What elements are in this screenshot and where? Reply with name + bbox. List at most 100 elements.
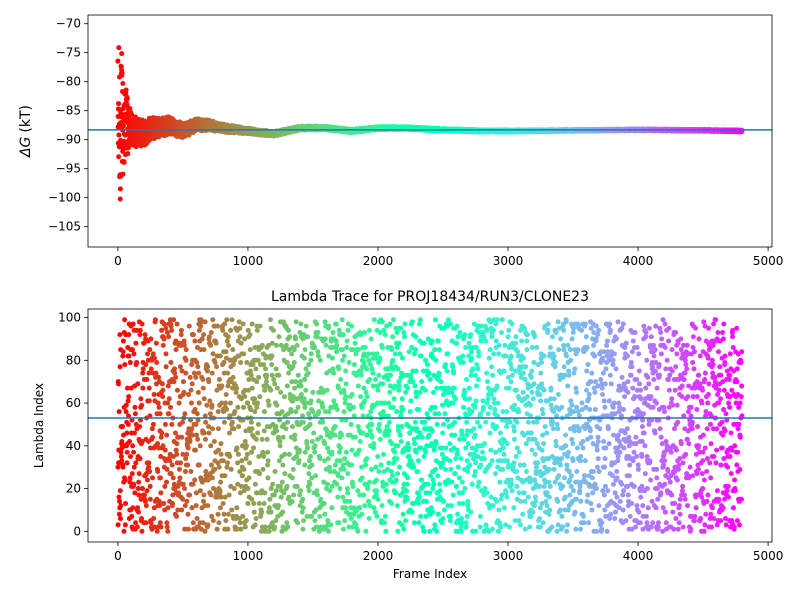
data-point (144, 503, 149, 508)
data-point (140, 386, 145, 391)
data-point (144, 377, 149, 382)
data-point (134, 360, 139, 365)
data-point (140, 486, 145, 491)
x-tick-label: 3000 (493, 254, 524, 268)
data-point (136, 510, 141, 515)
x-tick-label: 1000 (233, 254, 264, 268)
data-point (129, 514, 134, 519)
data-point (126, 332, 131, 337)
data-point (135, 525, 140, 530)
data-point (139, 529, 144, 534)
data-point (138, 328, 143, 333)
data-point (145, 488, 150, 493)
data-point (131, 321, 136, 326)
data-point (117, 409, 122, 414)
x-tick-label: 4000 (623, 254, 654, 268)
data-point (130, 443, 135, 448)
data-point (141, 366, 146, 371)
data-point (119, 439, 124, 444)
data-point (123, 501, 128, 506)
data-point (142, 492, 147, 497)
data-point (117, 332, 122, 337)
data-point (137, 471, 142, 476)
data-point (118, 488, 123, 493)
data-point (132, 430, 137, 435)
data-point (115, 59, 120, 64)
y-tick-label: −105 (48, 220, 81, 234)
data-point (139, 516, 144, 521)
data-point (130, 471, 135, 476)
data-point (140, 321, 145, 326)
data-point (117, 499, 122, 504)
data-point (120, 172, 125, 177)
data-point (138, 456, 143, 461)
data-point (137, 424, 142, 429)
data-point (120, 424, 125, 429)
data-point (116, 522, 121, 527)
data-point (144, 520, 149, 525)
data-point (125, 460, 130, 465)
data-point (143, 362, 148, 367)
data-point (133, 460, 138, 465)
y-axis-symbol: ΔG (18, 136, 34, 158)
x-tick-label: 0 (114, 254, 122, 268)
y-tick-label: −80 (56, 75, 81, 89)
data-point (128, 454, 133, 459)
data-point (120, 354, 125, 359)
data-point (120, 70, 125, 75)
data-point (140, 371, 145, 376)
data-point (116, 101, 121, 106)
data-point (121, 339, 126, 344)
y-tick-label: −95 (56, 162, 81, 176)
data-point (121, 123, 126, 128)
data-point (133, 341, 138, 346)
data-point (118, 503, 123, 508)
data-point (117, 512, 122, 517)
data-point (116, 154, 121, 159)
data-point (131, 482, 136, 487)
data-point (117, 495, 122, 500)
data-point (127, 354, 132, 359)
data-point (124, 403, 129, 408)
data-point (115, 465, 120, 470)
data-point (125, 96, 130, 101)
data-point (126, 398, 131, 403)
data-point (136, 492, 141, 497)
y-tick-label: −90 (56, 133, 81, 147)
data-point (123, 478, 128, 483)
data-point (122, 362, 127, 367)
x-tick-label: 2000 (363, 254, 394, 268)
data-point (126, 422, 131, 427)
data-point (127, 439, 132, 444)
data-point (123, 522, 128, 527)
data-point (138, 396, 143, 401)
data-point (137, 332, 142, 337)
data-point (116, 381, 121, 386)
data-point (119, 51, 124, 56)
data-point (131, 450, 136, 455)
data-point (118, 186, 123, 191)
data-point (128, 360, 133, 365)
y-axis-unit: (kT) (18, 105, 34, 133)
data-point (131, 351, 136, 356)
data-point (124, 409, 129, 414)
y-tick-label: −85 (56, 104, 81, 118)
data-point (143, 332, 148, 337)
data-point (116, 45, 121, 50)
data-point (124, 87, 129, 92)
data-points (115, 45, 744, 201)
data-point (119, 454, 124, 459)
data-point (133, 520, 138, 525)
data-point (133, 411, 138, 416)
data-point (116, 133, 121, 138)
data-point (118, 516, 123, 521)
data-point (119, 458, 124, 463)
data-point (135, 381, 140, 386)
data-point (122, 317, 127, 322)
data-point (125, 151, 130, 156)
data-point (139, 403, 144, 408)
data-point (121, 349, 126, 354)
data-point (126, 394, 131, 399)
data-point (143, 499, 148, 504)
